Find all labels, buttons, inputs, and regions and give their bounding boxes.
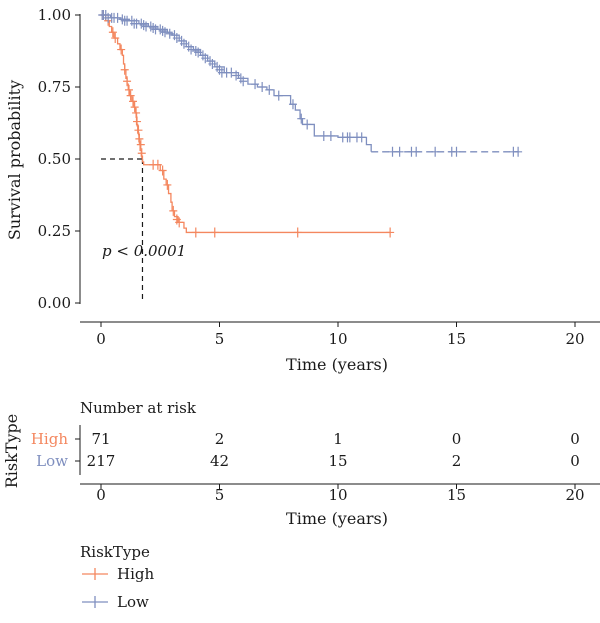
censor-mark-high: [134, 125, 143, 136]
censor-mark-high: [126, 90, 135, 101]
censor-mark-low: [288, 99, 297, 110]
y-tick-label: 0.50: [38, 150, 71, 168]
risk-table-xlabel: Time (years): [286, 509, 388, 528]
censor-mark-low: [412, 146, 421, 157]
censor-mark-low: [297, 113, 306, 124]
censor-mark-low: [326, 130, 335, 141]
censor-mark-high: [191, 227, 200, 238]
censor-mark-low: [201, 53, 210, 64]
risk-count-high: 2: [215, 430, 225, 448]
censor-mark-low: [303, 119, 312, 130]
censor-mark-low: [179, 38, 188, 49]
legend: RiskType High Low: [80, 543, 154, 611]
censor-mark-low: [452, 146, 461, 157]
censor-mark-high: [135, 133, 144, 144]
x-tick-label: 0: [96, 330, 106, 348]
x-tick-label: 15: [447, 330, 466, 348]
censor-mark-low: [165, 28, 174, 39]
censor-mark-low: [172, 33, 181, 44]
y-tick-label: 0.00: [38, 294, 71, 312]
risk-x-tick-label: 10: [328, 486, 347, 504]
censor-mark-low: [227, 67, 236, 78]
censor-mark-low: [345, 132, 354, 143]
risk-row-label-low: Low: [36, 452, 68, 470]
legend-label-high: High: [117, 565, 154, 583]
censor-mark-low: [194, 47, 203, 58]
censor-mark-high: [108, 27, 117, 38]
censor-mark-low: [113, 12, 122, 23]
censor-mark-low: [187, 44, 196, 55]
censor-mark-high: [117, 44, 126, 55]
y-axis-label: Survival probability: [5, 80, 24, 240]
risk-table-ylabel: RiskType: [2, 414, 21, 489]
risk-count-low: 42: [210, 452, 229, 470]
censor-mark-high: [133, 116, 142, 127]
risk-table-title: Number at risk: [80, 399, 197, 417]
y-tick-label: 1.00: [38, 6, 71, 24]
km-plot-area: 0.00 0.25 0.50 0.75 1.00 0 5 10 15 20 Survival p…: [5, 6, 600, 374]
censor-mark-low: [319, 130, 328, 141]
censor-mark-low: [251, 79, 260, 90]
censor-mark-low: [265, 84, 274, 95]
risk-x-tick-label: 20: [565, 486, 584, 504]
censor-mark-high: [153, 159, 162, 170]
censor-mark-low: [258, 82, 267, 92]
risk-count-high: 1: [333, 430, 343, 448]
risk-count-high: 0: [570, 430, 580, 448]
censor-mark-high: [123, 76, 132, 87]
censor-mark-high: [158, 165, 167, 176]
censor-mark-high: [136, 139, 145, 150]
p-value-label: p < 0.0001: [102, 242, 186, 260]
censor-mark-high: [137, 148, 146, 159]
censor-mark-high: [120, 64, 129, 75]
x-tick-label: 20: [565, 330, 584, 348]
risk-count-low: 2: [452, 452, 462, 470]
legend-swatch-low: [82, 596, 108, 608]
censor-mark-low: [208, 58, 217, 69]
censor-mark-high: [169, 205, 178, 216]
x-tick-label: 10: [328, 330, 347, 348]
legend-swatch-high: [82, 568, 108, 580]
censor-mark-low: [431, 146, 440, 157]
censor-mark-high: [128, 96, 137, 107]
censor-mark-low: [232, 70, 241, 81]
censor-mark-low: [357, 132, 366, 143]
risk-count-low: 0: [570, 452, 580, 470]
censor-mark-low: [160, 27, 169, 38]
censor-mark-high: [111, 33, 120, 44]
y-tick-label: 0.25: [38, 222, 71, 240]
legend-title: RiskType: [80, 543, 150, 561]
risk-count-low: 217: [87, 452, 116, 470]
censor-mark-high: [175, 217, 184, 228]
risk-x-tick-label: 0: [96, 486, 106, 504]
x-axis-label: Time (years): [286, 355, 388, 374]
risk-count-low: 15: [328, 452, 347, 470]
censor-mark-low: [388, 146, 397, 157]
censor-mark-low: [395, 146, 404, 157]
risk-x-tick-label: 15: [447, 486, 466, 504]
censor-mark-high: [293, 227, 302, 238]
censor-mark-high: [130, 102, 139, 113]
risk-count-high: 71: [91, 430, 110, 448]
censor-mark-high: [210, 227, 219, 238]
risk-count-high: 0: [452, 430, 462, 448]
risk-x-tick-label: 5: [215, 486, 225, 504]
survival-curve-high: [101, 14, 391, 234]
censor-mark-high: [124, 84, 133, 95]
censor-mark-low: [239, 76, 248, 87]
y-tick-label: 0.75: [38, 78, 71, 96]
censor-mark-high: [132, 107, 141, 118]
x-tick-label: 5: [215, 330, 225, 348]
censor-mark-high: [163, 179, 172, 190]
censor-mark-high: [386, 227, 395, 238]
censor-mark-low: [514, 146, 523, 157]
censor-mark-low: [274, 90, 283, 101]
legend-label-low: Low: [117, 593, 149, 611]
risk-row-label-high: High: [31, 430, 68, 448]
